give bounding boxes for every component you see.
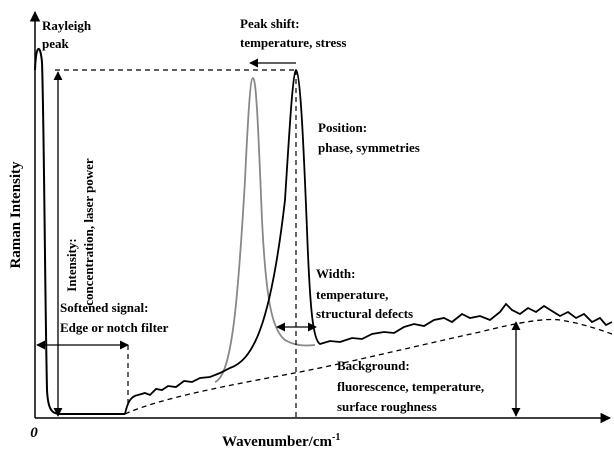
background-title: Background:: [337, 358, 410, 373]
shifted-peak: [214, 77, 316, 383]
position-text: phase, symmetries: [318, 140, 420, 155]
rayleigh-title: Rayleigh: [42, 18, 92, 33]
background-text: surface roughness: [337, 399, 437, 414]
origin-label: 0: [30, 425, 38, 441]
position-title: Position:: [318, 120, 367, 135]
width-text: structural defects: [316, 306, 413, 321]
width-text: temperature,: [316, 287, 388, 302]
background-text: fluorescence, temperature,: [337, 379, 484, 394]
y-axis-label: Raman Intensity: [8, 161, 24, 269]
peak-shift-title: Peak shift:: [240, 16, 300, 31]
x-axis-label: Wavenumber/cm-1: [222, 432, 340, 450]
softened-text: Edge or notch filter: [60, 320, 169, 335]
x-axis-label-text: Wavenumber/cm: [222, 434, 332, 450]
x-axis-label-superscript: -1: [332, 432, 340, 443]
peak-shift-text: temperature, stress: [240, 35, 346, 50]
softened-title: Softened signal:: [60, 300, 148, 315]
background-curve: [124, 318, 613, 415]
rayleigh-peak: [34, 48, 125, 415]
spectrum: [124, 68, 613, 415]
width-title: Width:: [316, 266, 356, 281]
intensity-text: concentration, laser power: [81, 158, 96, 306]
intensity-title: Intensity:: [64, 238, 79, 291]
rayleigh-text: peak: [42, 36, 70, 51]
